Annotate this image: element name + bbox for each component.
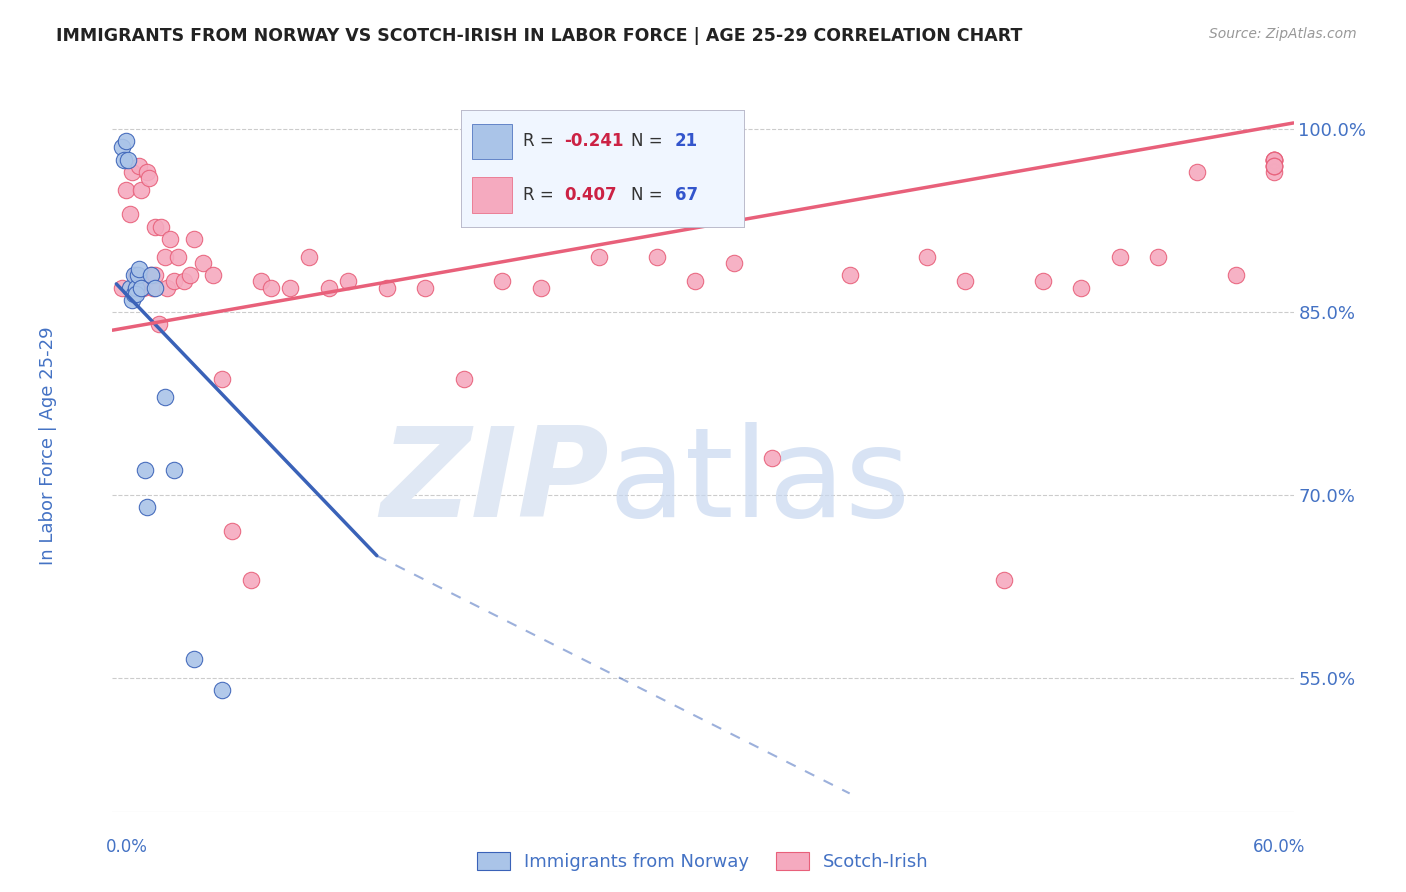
Point xyxy=(112,153,135,167)
Point xyxy=(111,140,134,154)
Text: 60.0%: 60.0% xyxy=(1253,838,1306,856)
Point xyxy=(132,280,155,294)
Point xyxy=(318,280,340,294)
Point xyxy=(143,280,166,294)
Point xyxy=(149,219,172,234)
Point xyxy=(173,274,195,288)
Point xyxy=(645,250,668,264)
Point xyxy=(375,280,398,294)
Point xyxy=(211,682,233,697)
Point xyxy=(124,280,146,294)
Point xyxy=(250,274,273,288)
Point xyxy=(163,274,186,288)
Point xyxy=(121,293,143,307)
Point xyxy=(298,250,321,264)
Point xyxy=(336,274,359,288)
Point xyxy=(1147,250,1170,264)
Point xyxy=(127,268,149,283)
Point xyxy=(118,207,141,221)
Point xyxy=(122,286,145,301)
Point xyxy=(838,268,860,283)
Point xyxy=(163,463,186,477)
Point xyxy=(131,280,153,294)
Point xyxy=(453,372,475,386)
Point xyxy=(1263,159,1285,173)
Point xyxy=(134,463,156,477)
Point xyxy=(221,524,243,539)
Point xyxy=(278,280,301,294)
Point xyxy=(1263,153,1285,167)
Point xyxy=(139,268,162,283)
Text: atlas: atlas xyxy=(609,422,911,543)
Point xyxy=(183,652,205,666)
Point xyxy=(1263,153,1285,167)
Point xyxy=(124,268,146,283)
Point xyxy=(128,262,150,277)
Point xyxy=(1070,280,1092,294)
Point xyxy=(111,280,134,294)
Point xyxy=(134,274,156,288)
Point xyxy=(1263,164,1285,178)
Point xyxy=(1263,153,1285,167)
Point xyxy=(260,280,283,294)
Text: IMMIGRANTS FROM NORWAY VS SCOTCH-IRISH IN LABOR FORCE | AGE 25-29 CORRELATION CH: IMMIGRANTS FROM NORWAY VS SCOTCH-IRISH I… xyxy=(56,27,1022,45)
Point xyxy=(1108,250,1130,264)
Point xyxy=(1185,164,1208,178)
Point xyxy=(136,164,159,178)
Point xyxy=(530,280,553,294)
Point xyxy=(142,280,165,294)
Point xyxy=(115,134,138,148)
Point xyxy=(167,250,190,264)
Point xyxy=(143,219,166,234)
Point xyxy=(1263,153,1285,167)
Point xyxy=(685,274,707,288)
Point xyxy=(201,268,224,283)
Point xyxy=(155,280,177,294)
Point xyxy=(117,153,139,167)
Point xyxy=(1263,153,1285,167)
Point xyxy=(723,256,745,270)
Point xyxy=(122,268,145,283)
Legend: Immigrants from Norway, Scotch-Irish: Immigrants from Norway, Scotch-Irish xyxy=(470,846,936,879)
Point xyxy=(183,232,205,246)
Point xyxy=(211,372,233,386)
Point xyxy=(153,250,176,264)
Point xyxy=(124,280,146,294)
Text: 0.0%: 0.0% xyxy=(105,838,148,856)
Point xyxy=(115,183,138,197)
Point xyxy=(915,250,938,264)
Text: Source: ZipAtlas.com: Source: ZipAtlas.com xyxy=(1209,27,1357,41)
Point xyxy=(136,500,159,514)
Point xyxy=(139,268,162,283)
Point xyxy=(153,390,176,404)
Point xyxy=(1032,274,1054,288)
Point xyxy=(1263,159,1285,173)
Point xyxy=(193,256,215,270)
Point xyxy=(128,159,150,173)
Point xyxy=(1263,159,1285,173)
Point xyxy=(240,573,263,587)
Point xyxy=(138,170,160,185)
Point xyxy=(124,286,146,301)
Point xyxy=(148,317,170,331)
Text: In Labor Force | Age 25-29: In Labor Force | Age 25-29 xyxy=(38,326,56,566)
Point xyxy=(955,274,977,288)
Point xyxy=(131,183,153,197)
Point xyxy=(761,451,783,466)
Point xyxy=(143,268,166,283)
Text: ZIP: ZIP xyxy=(380,422,609,543)
Point xyxy=(993,573,1015,587)
Point xyxy=(413,280,436,294)
Point xyxy=(159,232,181,246)
Point xyxy=(1225,268,1247,283)
Point xyxy=(491,274,513,288)
Point xyxy=(118,280,141,294)
Point xyxy=(179,268,201,283)
Point xyxy=(588,250,610,264)
Point xyxy=(1263,159,1285,173)
Point xyxy=(121,164,143,178)
